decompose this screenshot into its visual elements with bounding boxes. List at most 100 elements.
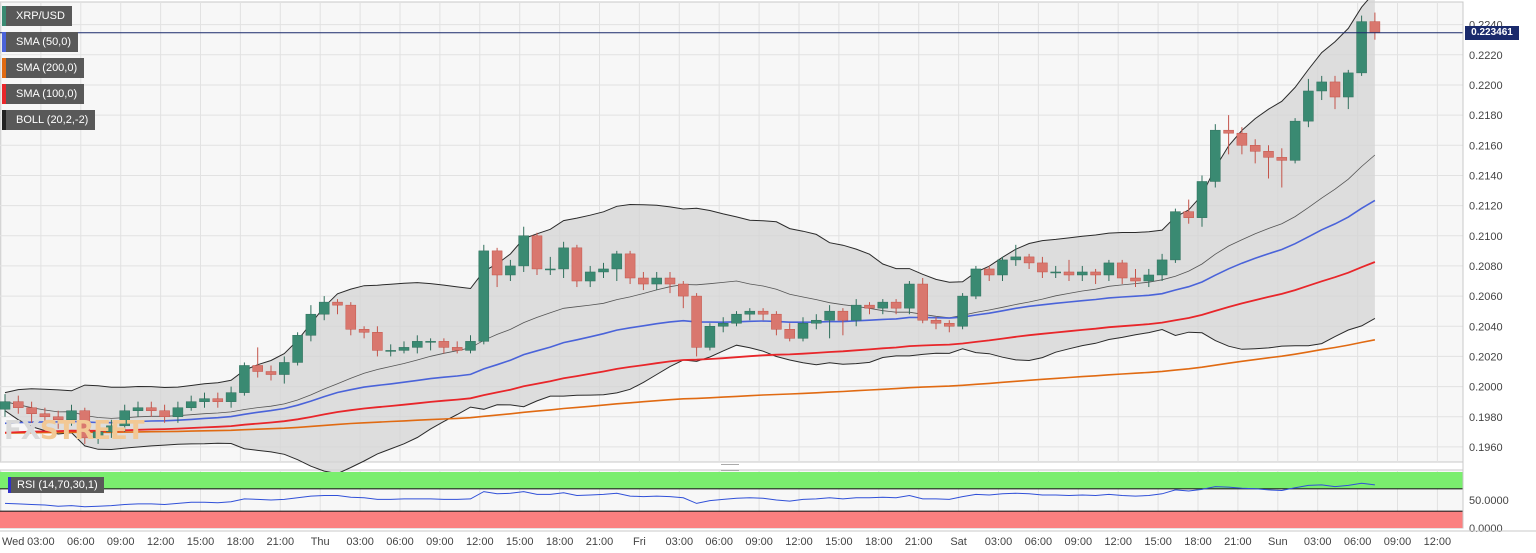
candle-body bbox=[1037, 262, 1048, 273]
candle bbox=[1263, 145, 1274, 179]
candle-body bbox=[26, 407, 37, 414]
rsi-line bbox=[4, 482, 1375, 508]
candle bbox=[731, 311, 742, 327]
time-tick-label: 12:00 bbox=[785, 536, 813, 548]
time-tick-label: 12:00 bbox=[147, 536, 175, 548]
candle-body bbox=[1143, 274, 1155, 282]
legend-sma-50[interactable]: SMA (50,0) bbox=[2, 32, 79, 52]
candle-body bbox=[850, 304, 862, 321]
rsi-tick-label: 0.0000 bbox=[1469, 523, 1503, 535]
time-tick-label: 12:00 bbox=[1424, 536, 1452, 548]
candle-body bbox=[837, 310, 849, 321]
candle bbox=[837, 308, 849, 336]
time-tick-label: 06:00 bbox=[705, 536, 733, 548]
time-tick-label: 15:00 bbox=[187, 536, 215, 548]
candle bbox=[664, 271, 676, 294]
candle bbox=[1023, 253, 1035, 269]
legend-symbol[interactable]: XRP/USD bbox=[2, 6, 72, 26]
candle-body bbox=[864, 304, 875, 309]
candle-body bbox=[944, 322, 955, 327]
candle-body bbox=[890, 301, 902, 309]
candle-body bbox=[185, 401, 197, 408]
candle bbox=[438, 338, 450, 354]
candle bbox=[0, 394, 11, 417]
candle bbox=[824, 305, 835, 339]
bollinger-middle-line bbox=[4, 154, 1376, 419]
candle bbox=[385, 344, 396, 357]
candle-body bbox=[678, 283, 689, 297]
time-tick-label: Thu bbox=[311, 536, 330, 548]
candle bbox=[757, 308, 769, 321]
candle bbox=[678, 281, 689, 309]
candle-body bbox=[239, 365, 250, 393]
candle-body bbox=[624, 253, 636, 279]
candle-body bbox=[159, 410, 170, 418]
candle-body bbox=[651, 277, 662, 285]
price-tick-label: 0.2100 bbox=[1469, 231, 1503, 243]
candle-body bbox=[425, 341, 436, 343]
pane-resize-handle[interactable] bbox=[721, 464, 739, 471]
candle bbox=[1249, 139, 1261, 164]
candle bbox=[1316, 75, 1327, 101]
candle-body bbox=[1289, 120, 1301, 161]
candle-body bbox=[39, 413, 51, 418]
candle bbox=[1289, 118, 1301, 164]
candle bbox=[252, 347, 263, 378]
time-tick-label: Sat bbox=[950, 536, 967, 548]
sma-50-line bbox=[4, 199, 1376, 425]
candle-body bbox=[1090, 271, 1101, 276]
candle-body bbox=[279, 362, 290, 375]
candle bbox=[983, 265, 995, 282]
time-tick-label: 15:00 bbox=[506, 536, 534, 548]
candle-body bbox=[1303, 90, 1314, 122]
candle-body bbox=[66, 410, 77, 421]
candle-body bbox=[1170, 211, 1181, 261]
time-tick-label: 03:00 bbox=[666, 536, 694, 548]
candle bbox=[518, 226, 529, 272]
candle bbox=[917, 278, 928, 324]
candle bbox=[638, 271, 649, 291]
legend-sma-100[interactable]: SMA (100,0) bbox=[2, 84, 85, 104]
candle bbox=[1156, 253, 1168, 282]
candle-body bbox=[398, 347, 410, 351]
candle bbox=[13, 395, 24, 414]
price-tick-label: 0.1960 bbox=[1469, 442, 1503, 454]
candle-body bbox=[1369, 21, 1381, 33]
candle bbox=[478, 244, 490, 345]
candle bbox=[598, 262, 609, 278]
candle bbox=[106, 419, 117, 438]
time-tick-label: 06:00 bbox=[1025, 536, 1053, 548]
price-tick-label: 0.2180 bbox=[1469, 110, 1503, 122]
candle-body bbox=[1210, 129, 1221, 182]
price-tick-label: 0.2200 bbox=[1469, 80, 1503, 92]
legend-rsi[interactable]: RSI (14,70,30,1) bbox=[8, 477, 104, 493]
candle bbox=[239, 362, 250, 396]
candle bbox=[451, 341, 463, 354]
candle-body bbox=[797, 322, 809, 339]
legend-sma-200[interactable]: SMA (200,0) bbox=[2, 58, 85, 78]
candle bbox=[465, 335, 476, 354]
candle bbox=[771, 311, 782, 336]
candle bbox=[199, 392, 210, 408]
candle bbox=[425, 338, 436, 351]
candle bbox=[159, 404, 170, 423]
candle-body bbox=[904, 283, 915, 309]
candle-body bbox=[638, 277, 649, 285]
candle-body bbox=[598, 268, 609, 273]
candle-body bbox=[997, 259, 1008, 276]
legend-bollinger[interactable]: BOLL (20,2,-2) bbox=[2, 110, 96, 130]
candle-body bbox=[465, 341, 476, 351]
candle-body bbox=[106, 425, 117, 433]
time-tick-label: 18:00 bbox=[227, 536, 255, 548]
time-tick-label: 09:00 bbox=[745, 536, 773, 548]
candle-body bbox=[571, 247, 583, 282]
time-tick-label: 09:00 bbox=[1384, 536, 1412, 548]
candle bbox=[279, 356, 290, 384]
candle-body bbox=[332, 301, 343, 306]
current-price-tag: 0.223461 bbox=[1465, 25, 1519, 40]
candle bbox=[1236, 127, 1248, 155]
sma-100-line bbox=[4, 261, 1376, 434]
time-tick-label: 18:00 bbox=[1184, 536, 1212, 548]
candle bbox=[505, 259, 516, 282]
candle-body bbox=[1196, 181, 1208, 218]
